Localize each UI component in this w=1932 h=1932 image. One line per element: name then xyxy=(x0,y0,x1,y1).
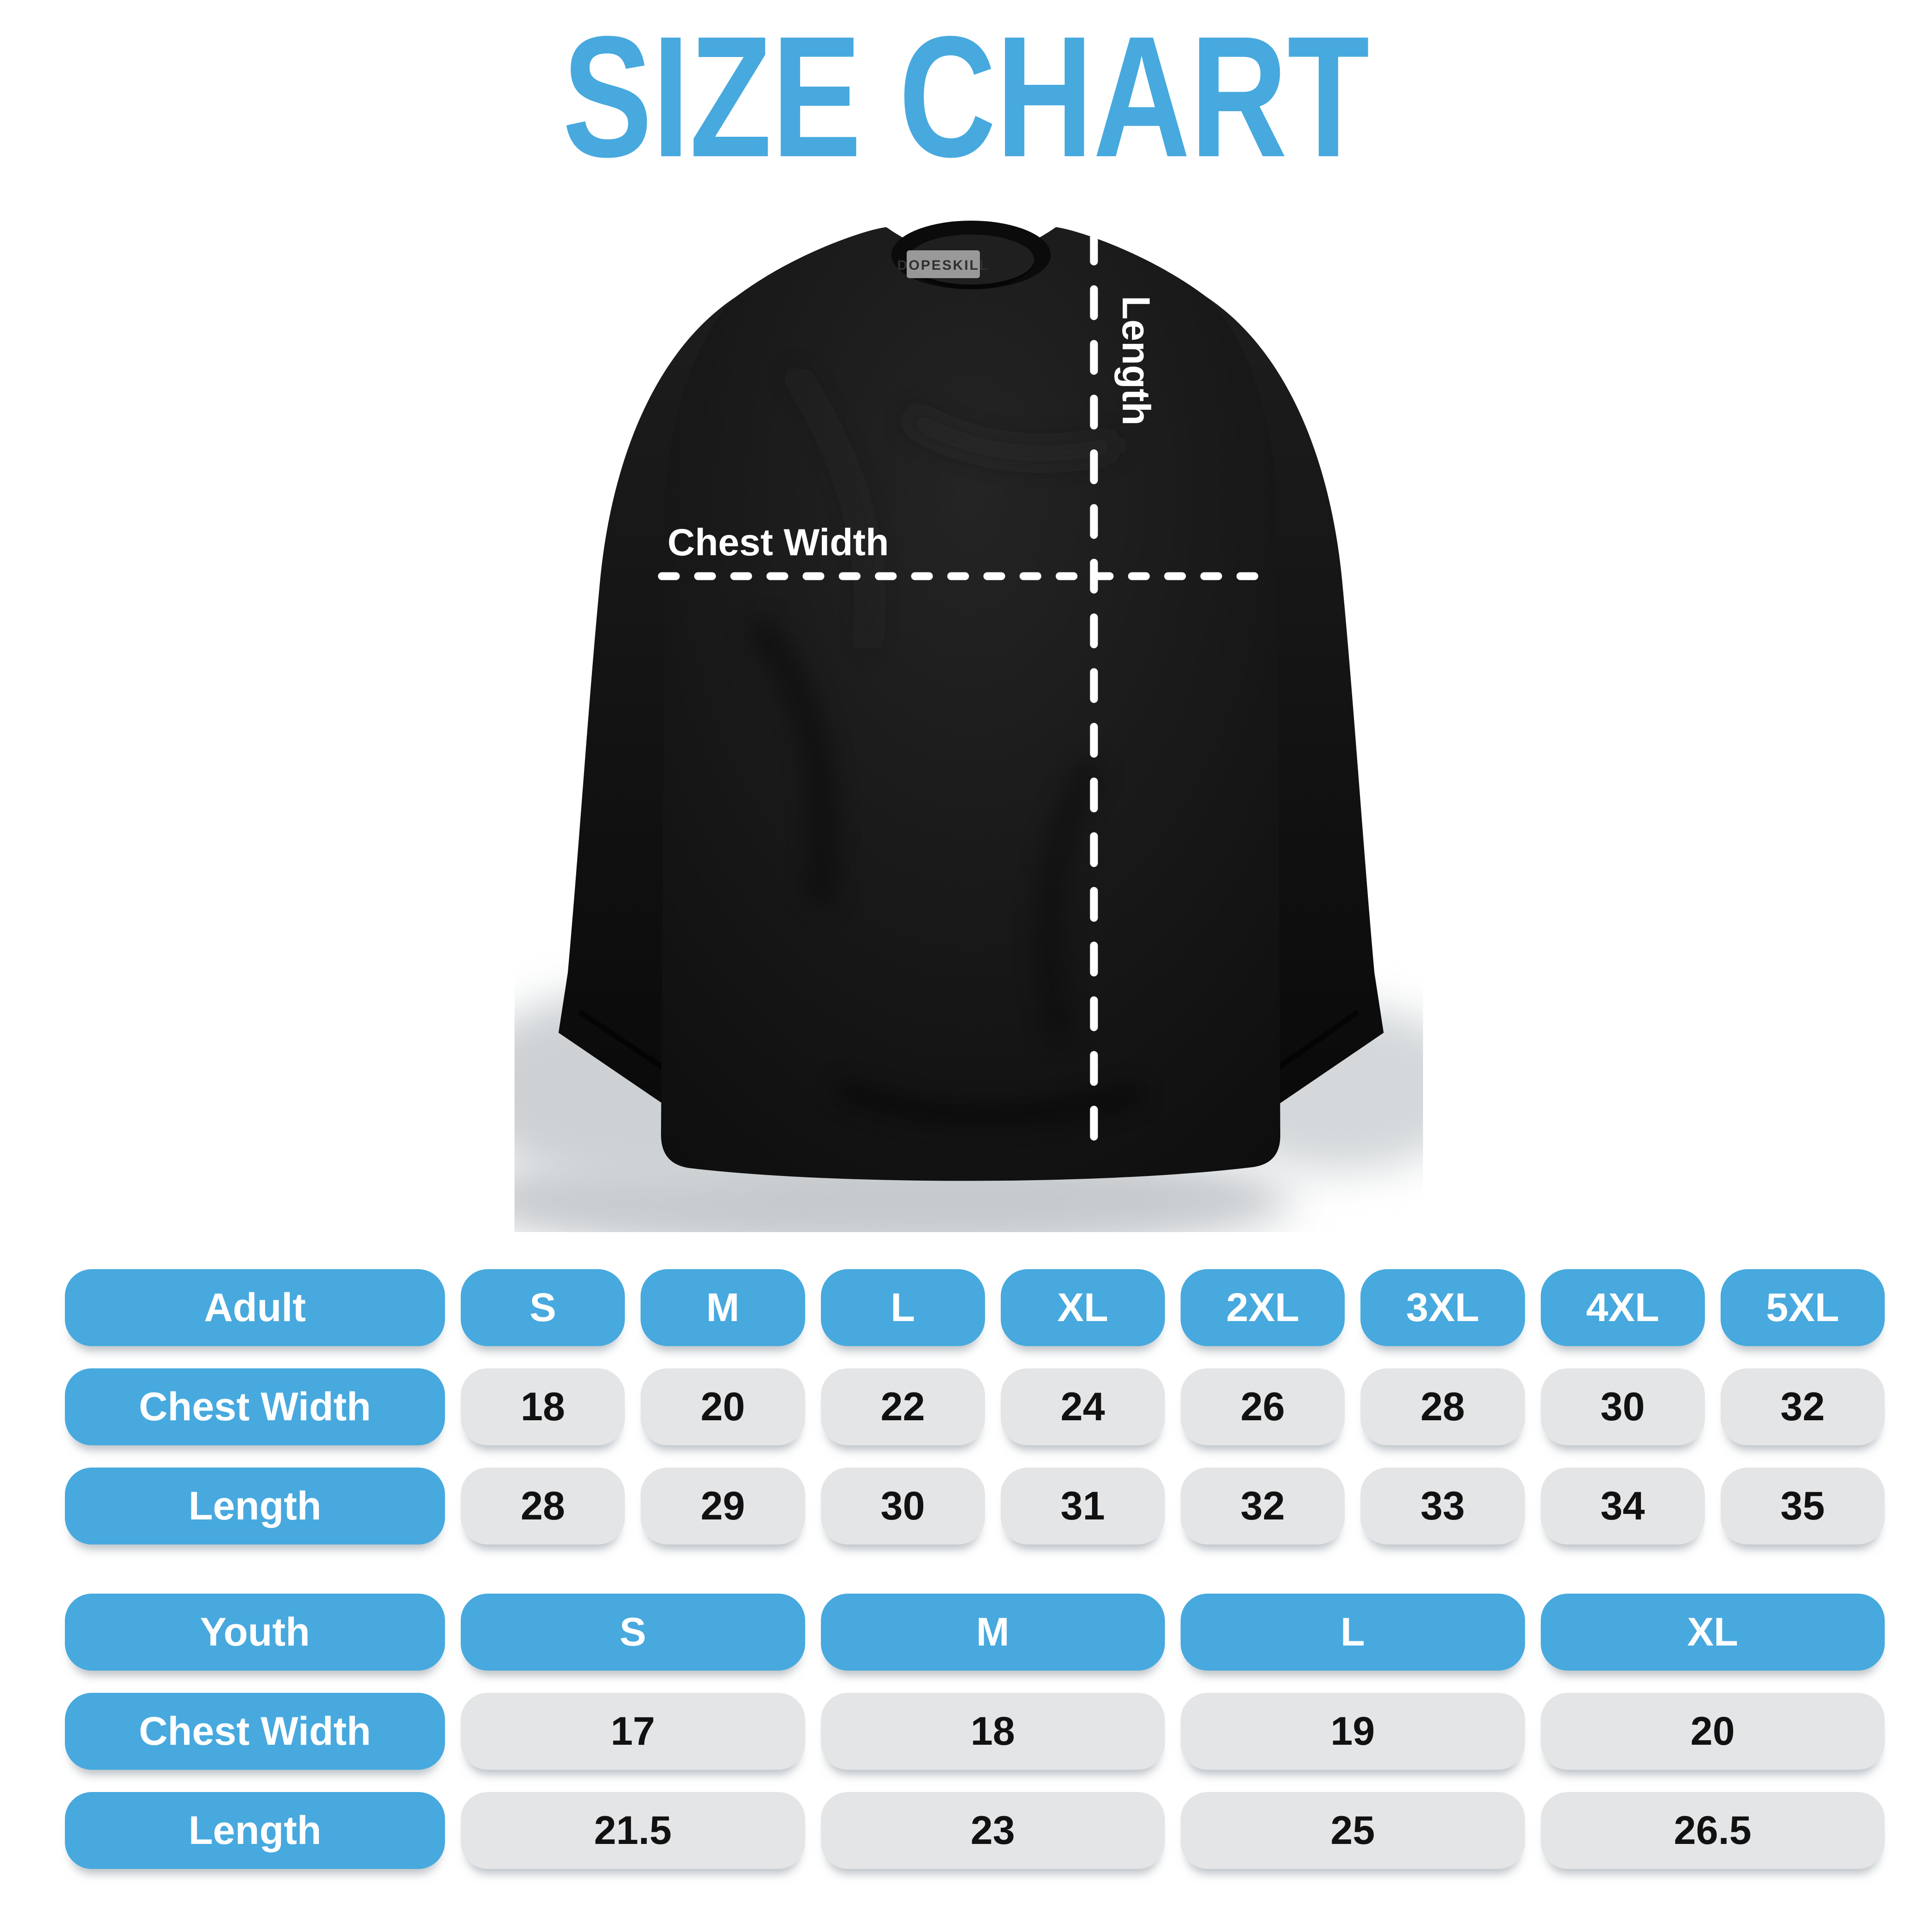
shirt-measurement-diagram: DOPESKILL Chest Width Length xyxy=(515,184,1423,1232)
youth-chest-width-row-label: Chest Width xyxy=(65,1693,445,1770)
adult-table-header: Adult xyxy=(65,1269,445,1346)
adult-length-value: 32 xyxy=(1181,1468,1345,1544)
adult-length-row-label: Length xyxy=(65,1468,445,1544)
length-diagram-label: Length xyxy=(1114,296,1158,426)
brand-tag-text: DOPESKILL xyxy=(897,258,990,273)
adult-size-pill-5xl: 5XL xyxy=(1720,1269,1885,1346)
youth-length-value: 26.5 xyxy=(1540,1792,1885,1869)
adult-chest-width-value: 28 xyxy=(1360,1368,1525,1445)
chest-width-diagram-label: Chest Width xyxy=(667,521,889,564)
youth-length-value: 21.5 xyxy=(461,1792,805,1869)
adult-chest-width-value: 30 xyxy=(1540,1368,1705,1445)
youth-size-pill-m: M xyxy=(820,1594,1165,1671)
brand-neck-tag: DOPESKILL xyxy=(897,250,990,278)
adult-chest-width-value: 24 xyxy=(1000,1368,1165,1445)
adult-chest-width-value: 22 xyxy=(820,1368,985,1445)
adult-length-value: 28 xyxy=(461,1468,625,1544)
adult-size-pill-m: M xyxy=(641,1269,805,1346)
youth-length-row-label: Length xyxy=(65,1792,445,1869)
adult-chest-width-row-label: Chest Width xyxy=(65,1368,445,1445)
adult-chest-width-value: 32 xyxy=(1720,1368,1885,1445)
youth-chest-width-value: 19 xyxy=(1181,1693,1525,1770)
adult-size-pill-xl: XL xyxy=(1000,1269,1165,1346)
adult-size-table: Adult S M L XL 2XL 3XL 4XL 5XL Chest Wid… xyxy=(65,1269,1885,1544)
adult-size-pill-s: S xyxy=(461,1269,625,1346)
shirt-wrinkles xyxy=(745,366,1143,1125)
page-title: SIZE CHART xyxy=(562,0,1370,193)
adult-length-value: 34 xyxy=(1540,1468,1705,1544)
adult-chest-width-value: 26 xyxy=(1181,1368,1345,1445)
adult-chest-width-value: 18 xyxy=(461,1368,625,1445)
adult-length-value: 33 xyxy=(1360,1468,1525,1544)
adult-chest-width-value: 20 xyxy=(641,1368,805,1445)
adult-length-value: 31 xyxy=(1000,1468,1165,1544)
youth-length-value: 23 xyxy=(820,1792,1165,1869)
adult-size-pill-l: L xyxy=(820,1269,985,1346)
youth-size-pill-xl: XL xyxy=(1540,1594,1885,1671)
adult-length-value: 29 xyxy=(641,1468,805,1544)
youth-chest-width-value: 17 xyxy=(461,1693,805,1770)
youth-size-table: Youth S M L XL Chest Width 17 18 19 20 L… xyxy=(65,1594,1885,1869)
shirt-body xyxy=(661,227,1281,1181)
adult-size-pill-3xl: 3XL xyxy=(1360,1269,1525,1346)
youth-size-pill-l: L xyxy=(1181,1594,1525,1671)
adult-size-pill-4xl: 4XL xyxy=(1540,1269,1705,1346)
youth-size-pill-s: S xyxy=(461,1594,805,1671)
adult-size-pill-2xl: 2XL xyxy=(1181,1269,1345,1346)
youth-chest-width-value: 20 xyxy=(1540,1693,1885,1770)
adult-length-value: 30 xyxy=(820,1468,985,1544)
youth-length-value: 25 xyxy=(1181,1792,1525,1869)
youth-table-header: Youth xyxy=(65,1594,445,1671)
youth-chest-width-value: 18 xyxy=(820,1693,1165,1770)
adult-length-value: 35 xyxy=(1720,1468,1885,1544)
